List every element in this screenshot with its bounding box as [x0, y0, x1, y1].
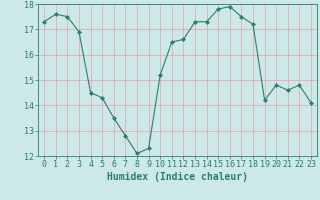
X-axis label: Humidex (Indice chaleur): Humidex (Indice chaleur) [107, 172, 248, 182]
